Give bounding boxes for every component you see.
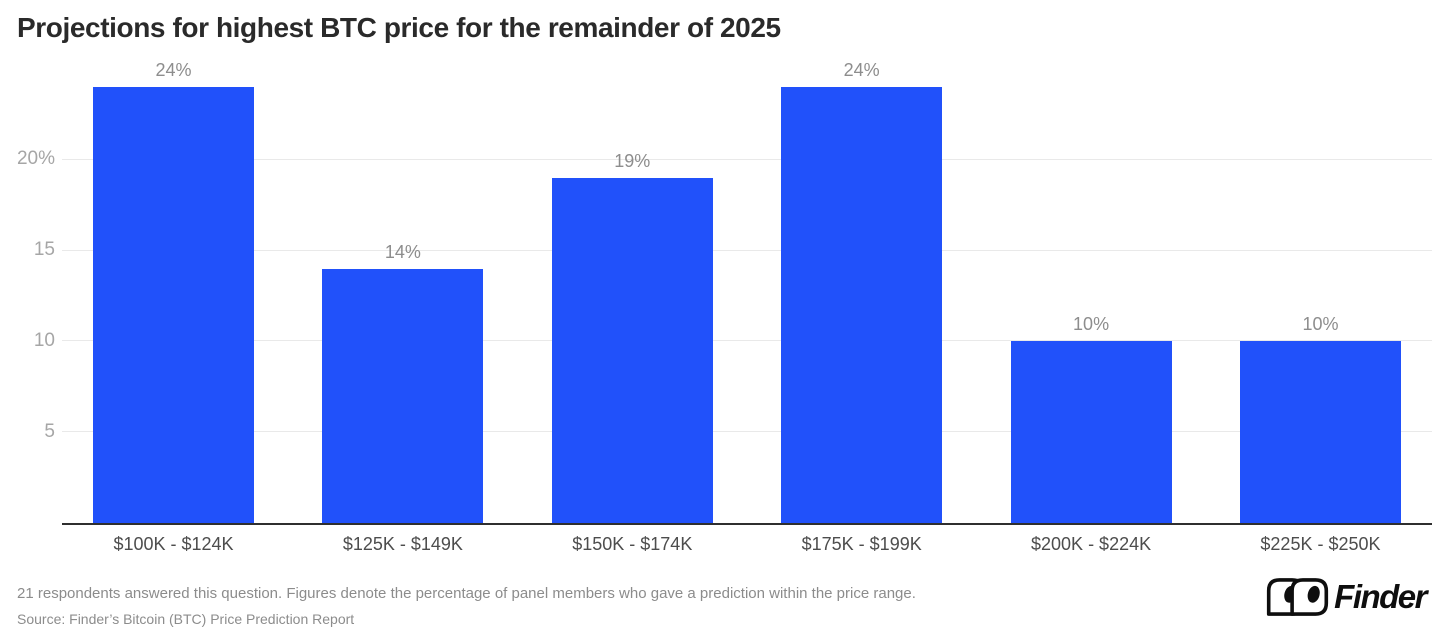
y-axis-tick-label: 10 [33,329,55,351]
bar-chart: 5 10 15 20% 24% $100K - $124K 14% $125K … [17,60,1432,554]
finder-eyes-icon [1267,578,1329,616]
x-axis-label: $200K - $224K [1031,534,1152,554]
gridline: 10 [34,330,1432,351]
gridlines-layer: 5 10 15 20% [17,60,1432,523]
x-axis-label: $125K - $149K [342,534,463,554]
gridline: 20% [17,148,1432,169]
bar-group: 24% $175K - $199K [781,60,943,554]
bar-value-label: 24% [155,60,192,81]
bar [781,87,943,523]
bar-group: 10% $200K - $224K [1010,60,1172,554]
x-axis-label: $175K - $199K [801,534,922,554]
bar-value-label: 24% [843,60,880,81]
bar [93,87,254,523]
y-axis-tick-label: 15 [33,239,55,261]
bar-value-label: 19% [614,151,651,172]
gridline: 5 [44,421,1432,442]
x-axis-label: $100K - $124K [113,534,234,554]
bar-group: 19% $150K - $174K [551,60,713,554]
footnote-text: 21 respondents answered this question. F… [17,585,916,602]
x-axis-label: $150K - $174K [572,534,693,554]
bar-value-label: 14% [384,241,421,262]
finder-wordmark: Finder [1334,578,1427,615]
y-axis-tick-label: 5 [44,420,55,442]
bar-group: 24% $100K - $124K [93,60,254,554]
bar-group: 14% $125K - $149K [322,60,484,554]
source-text: Source: Finder’s Bitcoin (BTC) Price Pre… [17,611,355,627]
bars-layer: 24% $100K - $124K 14% $125K - $149K 19% … [62,60,1432,554]
bar [1239,341,1401,523]
y-axis-tick-label: 20% [16,148,55,170]
gridline: 15 [34,239,1432,260]
finder-logo: Finder [1266,577,1427,617]
bar [1010,341,1172,523]
bar-value-label: 10% [1073,314,1110,335]
x-axis-label: $225K - $250K [1260,534,1381,554]
bar-value-label: 10% [1302,314,1339,335]
bar [551,178,713,523]
bar [322,268,484,523]
page-title: Projections for highest BTC price for th… [17,12,781,43]
bar-group: 10% $225K - $250K [1239,60,1401,554]
